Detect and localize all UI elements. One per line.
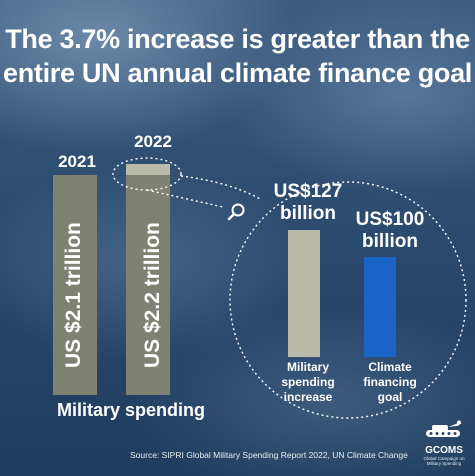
climate-goal-value-line-2: billion (362, 231, 418, 252)
climate-category-line-1: Climate (368, 360, 412, 374)
year-label-2021: 2021 (58, 152, 96, 171)
bar-climate-financing-goal (364, 257, 396, 357)
zoom-circle (229, 181, 467, 419)
increase-category-line-1: Military (286, 360, 329, 374)
title-line-1: The 3.7% increase is greater than the (5, 24, 470, 54)
bar-2022 (126, 174, 170, 395)
logo-name: GCOMS (425, 445, 463, 456)
title-line-2: entire UN annual climate finance goal (2, 58, 473, 88)
increase-value-line-2: billion (280, 203, 336, 224)
increase-category-line-2: spending (281, 375, 335, 389)
climate-goal-value-label: US$100 billion (350, 209, 430, 253)
logo-subtitle-2: Military Spending (426, 461, 462, 466)
zoom-connector-lower (146, 189, 224, 208)
zoom-ellipse (112, 157, 182, 191)
military-spending-axis-label: Military spending (57, 400, 206, 420)
climate-category-line-3: goal (377, 390, 403, 404)
increase-value-label: US$127 billion (268, 181, 348, 225)
increase-category-line-3: increase (283, 390, 333, 404)
source-note: Source: SIPRI Global Military Spending R… (130, 450, 408, 460)
climate-category-line-2: financing (363, 375, 417, 389)
year-label-2022: 2022 (134, 132, 172, 151)
page-title: The 3.7% increase is greater than the en… (0, 22, 475, 90)
bar-2022-increase-segment (126, 164, 170, 175)
logo-subtitle-1: Global Campaign on (423, 456, 465, 461)
increase-value-line-1: US$127 (273, 181, 343, 202)
increase-category-label: Military spending increase (273, 360, 343, 405)
bar-2021 (53, 174, 97, 395)
zoom-connector-upper (180, 175, 263, 201)
tank-with-flowers-icon (426, 420, 461, 437)
climate-goal-value-line-1: US$100 (355, 209, 425, 230)
magnifier-icon (227, 203, 245, 221)
gcoms-logo: GCOMS Global Campaign on Military Spendi… (418, 420, 470, 466)
bar-military-spending-increase (288, 230, 320, 357)
climate-category-label: Climate financing goal (350, 360, 430, 405)
